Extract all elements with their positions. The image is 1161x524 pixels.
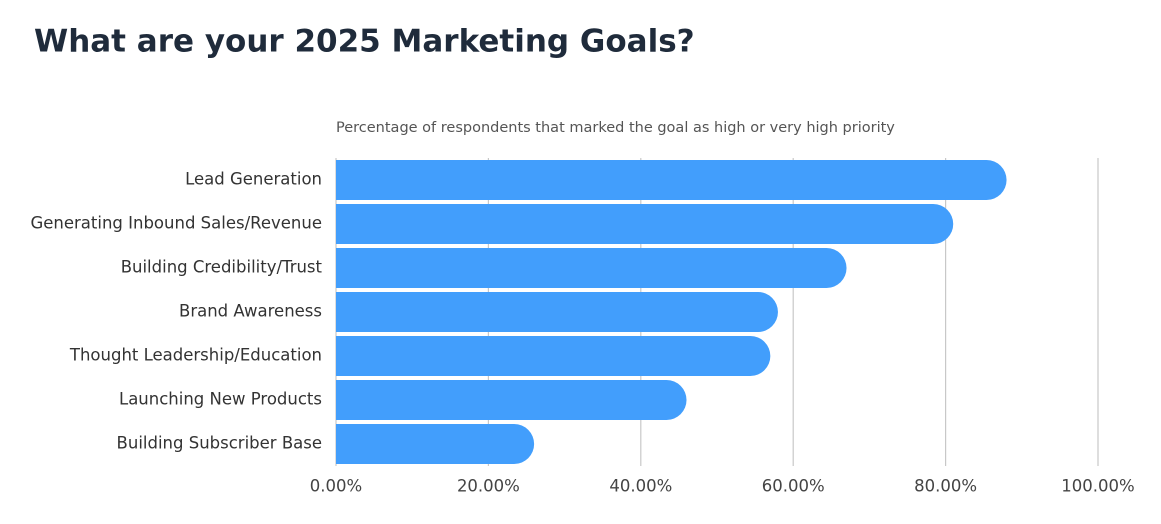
y-tick-label: Generating Inbound Sales/Revenue — [30, 214, 322, 233]
y-tick-label: Building Subscriber Base — [117, 434, 322, 453]
chart-subtitle: Percentage of respondents that marked th… — [336, 120, 895, 136]
bar — [336, 380, 687, 420]
chart-title: What are your 2025 Marketing Goals? — [34, 24, 695, 60]
bar — [336, 248, 847, 288]
bar — [336, 160, 1007, 200]
bar — [336, 292, 778, 332]
y-tick-label: Thought Leadership/Education — [69, 346, 322, 365]
x-tick-label: 40.00% — [609, 477, 672, 496]
bar — [336, 204, 954, 244]
x-tick-label: 100.00% — [1061, 477, 1134, 496]
x-tick-label: 20.00% — [457, 477, 520, 496]
y-tick-label: Brand Awareness — [179, 302, 322, 321]
x-tick-label: 0.00% — [310, 477, 362, 496]
bar — [336, 424, 535, 464]
x-tick-label: 80.00% — [914, 477, 977, 496]
x-tick-label: 60.00% — [762, 477, 825, 496]
bar — [336, 336, 771, 376]
y-tick-label: Launching New Products — [119, 390, 322, 409]
y-tick-label: Lead Generation — [185, 170, 322, 189]
y-tick-label: Building Credibility/Trust — [121, 258, 323, 277]
